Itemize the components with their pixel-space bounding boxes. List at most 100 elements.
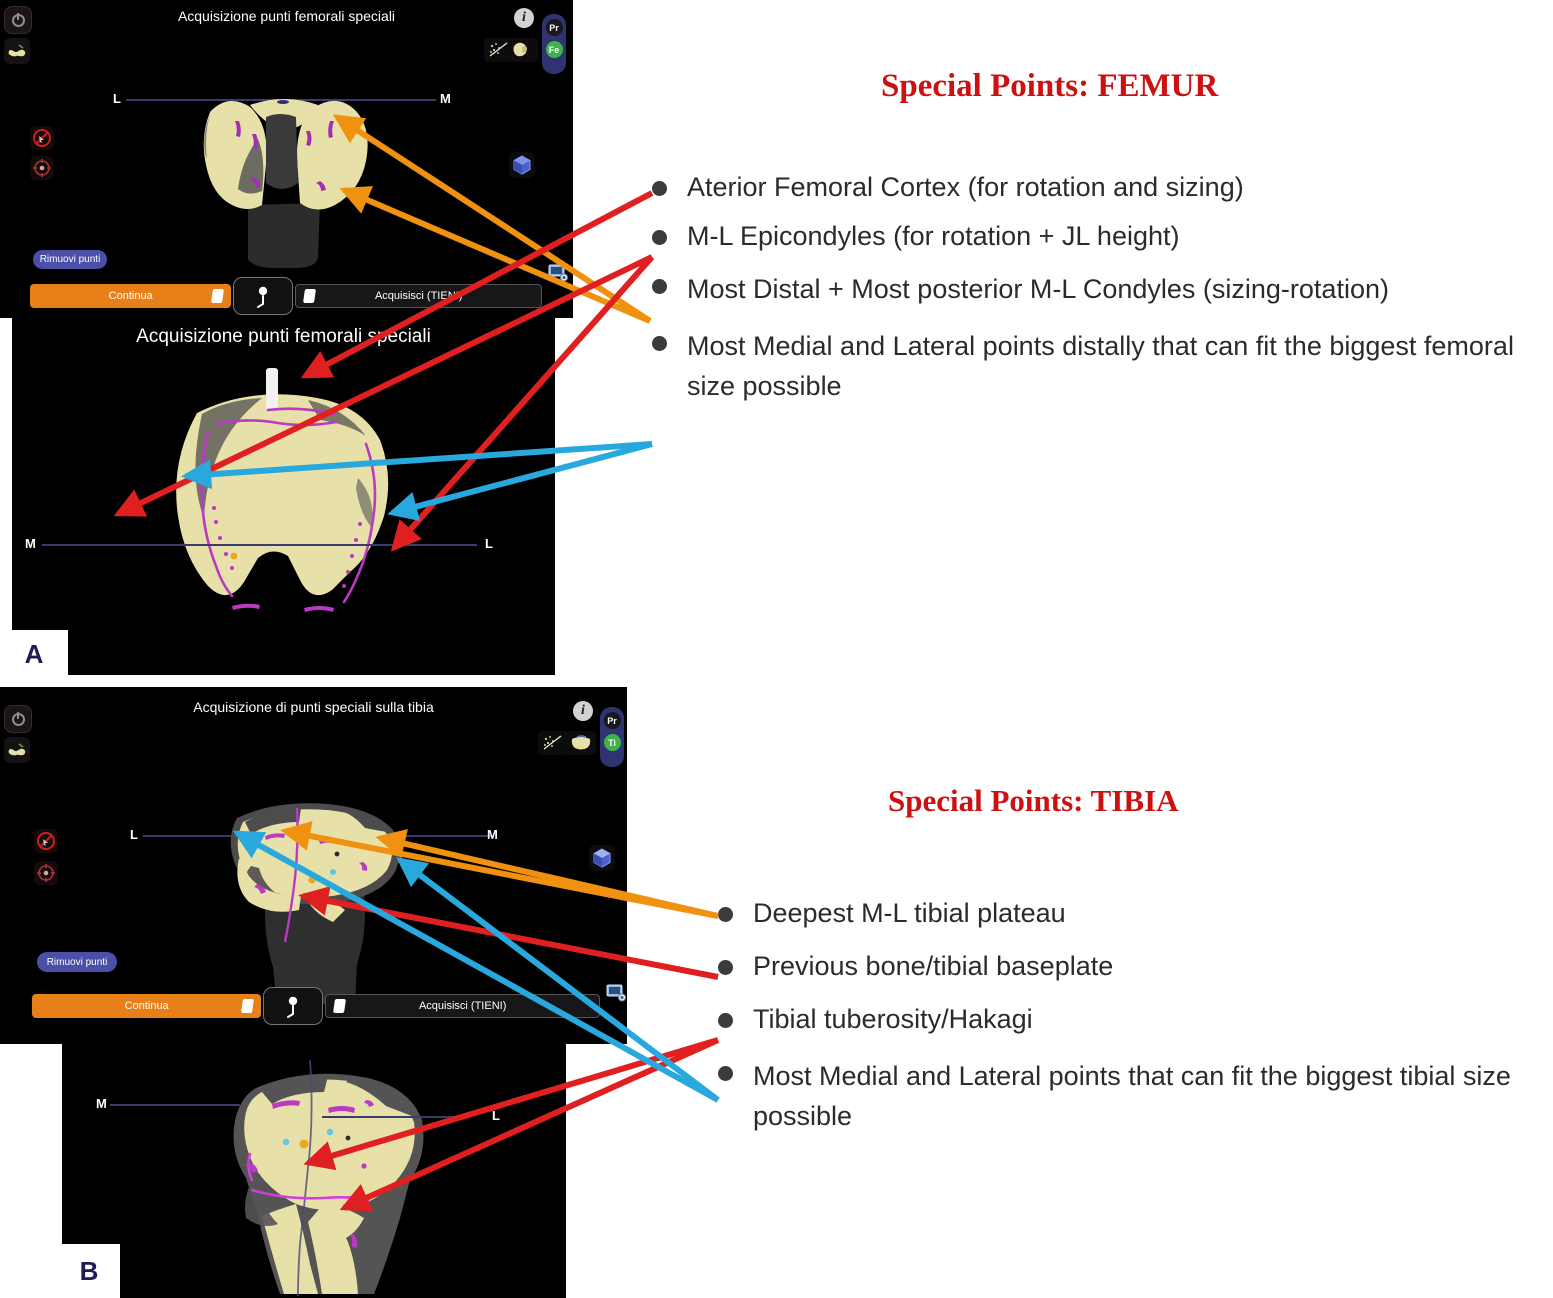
pointer-tool-button[interactable]: [263, 987, 324, 1025]
femur-bottom-axis-right-label: L: [485, 536, 493, 551]
femur-top-badge-column: Pr Fe: [542, 14, 566, 74]
screenshot-icon: [605, 983, 627, 1003]
femur-model-bottom[interactable]: [122, 358, 442, 638]
panel-b-label: B: [58, 1244, 120, 1298]
femur-bullet-1: M-L Epicondyles (for rotation + JL heigh…: [652, 221, 1542, 253]
bone-icon: [4, 737, 30, 763]
acquire-key-icon: [303, 289, 317, 303]
bone-icon: [4, 38, 30, 64]
tibia-thumbnail-icon: [566, 731, 596, 755]
no-pointer-icon: [30, 126, 54, 150]
tibia-section-title: Special Points: TIBIA: [888, 783, 1179, 818]
tibia-bullet-1: Previous bone/tibial baseplate: [718, 951, 1538, 983]
femur-top-remove-points-button[interactable]: Rimuovi punti: [33, 250, 107, 269]
femur-top-info-button[interactable]: i: [514, 8, 534, 28]
tibia-top-screenshot-button[interactable]: [605, 983, 627, 1003]
tibia-top-info-button[interactable]: i: [573, 701, 593, 721]
tibia-bottom-axis-line-right: [322, 1116, 462, 1118]
continue-key-icon: [241, 999, 255, 1013]
tibia-bullet-3: Most Medial and Lateral points that can …: [718, 1057, 1538, 1137]
pointer-tool-button[interactable]: [233, 277, 294, 315]
tibia-bullet-text-2: Tibial tuberosity/Hakagi: [753, 1003, 1033, 1034]
tibia-top-cube-icon-holder[interactable]: [589, 845, 615, 871]
registration-crosshair-icon: [34, 861, 58, 885]
tibia-top-remove-points-button[interactable]: Rimuovi punti: [37, 952, 117, 972]
continue-key-icon: [211, 289, 225, 303]
tibia-model-top[interactable]: [215, 792, 425, 1007]
continue-button[interactable]: Continua: [32, 994, 262, 1018]
bullet-dot: [718, 959, 733, 975]
femur-top-screenshot-button[interactable]: [547, 263, 569, 283]
femur-bullet-2: Most Distal + Most posterior M-L Condyle…: [652, 270, 1542, 310]
bullet-dot: [652, 278, 667, 294]
tibia-top-badge-column: Pr Ti: [600, 707, 624, 767]
femur-top-axis-right-label: M: [440, 91, 451, 106]
femur-navigation-screen-top: Acquisizione punti femorali speciali i P…: [0, 0, 573, 318]
tibia-top-bone-thumbnail[interactable]: [566, 731, 596, 755]
femur-top-bone-thumbnail[interactable]: [508, 38, 538, 62]
panel-a-label: A: [0, 630, 68, 678]
tibia-model-bottom[interactable]: [188, 1058, 448, 1298]
stylus-pointer-icon: [287, 996, 298, 1018]
femur-bullet-text-3: Most Medial and Lateral points distally …: [687, 330, 1514, 401]
bullet-dot: [718, 1012, 733, 1028]
tibia-bullet-text-1: Previous bone/tibial baseplate: [753, 950, 1114, 981]
femur-top-axis-left-label: L: [113, 91, 121, 106]
stylus-pointer-icon: [257, 286, 268, 308]
badge-pr: Pr: [603, 712, 621, 729]
tibia-bullet-0: Deepest M-L tibial plateau: [718, 898, 1538, 930]
femur-top-bone-button[interactable]: [4, 38, 30, 64]
bullet-dot: [718, 1065, 733, 1081]
3d-cube-icon: [589, 845, 615, 871]
screenshot-icon: [547, 263, 569, 283]
tibia-top-no-pointer-button[interactable]: [34, 829, 58, 853]
bullet-dot: [652, 229, 667, 245]
bullet-dot: [718, 907, 733, 922]
tibia-bottom-axis-line-left: [110, 1104, 240, 1106]
tibia-top-title: Acquisizione di punti speciali sulla tib…: [193, 699, 434, 715]
femur-section-title: Special Points: FEMUR: [881, 68, 1219, 104]
femur-bullet-text-2: Most Distal + Most posterior M-L Condyle…: [687, 273, 1389, 304]
femur-top-power-button[interactable]: [4, 6, 32, 34]
info-icon: i: [573, 701, 593, 721]
femur-top-cube-button[interactable]: [509, 152, 535, 178]
femur-bullet-text-0: Aterior Femoral Cortex (for rotation and…: [687, 172, 1244, 202]
tibia-top-registration-button[interactable]: [34, 861, 58, 885]
acquire-button[interactable]: Acquisisci (TIENI): [295, 284, 543, 308]
3d-cube-icon: [509, 152, 535, 178]
continue-button[interactable]: Continua: [30, 284, 232, 308]
femur-navigation-screen-bottom: Acquisizione punti femorali speciali M L: [12, 318, 555, 675]
power-icon: [4, 6, 32, 34]
tibia-top-bone-button[interactable]: [4, 737, 30, 763]
acquire-key-icon: [333, 999, 347, 1013]
acquire-label: Acquisisci (TIENI): [374, 290, 463, 302]
power-icon: [4, 705, 32, 733]
tibia-bullet-2: Tibial tuberosity/Hakagi: [718, 1004, 1538, 1036]
tibia-navigation-screen-bottom: M L: [62, 1044, 566, 1298]
points-cloud-thumbnail-icon: [538, 731, 568, 755]
femur-bottom-title: Acquisizione punti femorali speciali: [136, 326, 431, 347]
tibia-top-points-thumbnail[interactable]: [538, 731, 568, 755]
badge-pr: Pr: [545, 19, 563, 36]
femur-top-registration-button[interactable]: [30, 156, 54, 180]
tibia-top-power-button[interactable]: [4, 705, 32, 733]
bullet-dot: [652, 335, 667, 351]
femur-bullet-text-1: M-L Epicondyles (for rotation + JL heigh…: [687, 220, 1180, 251]
femur-bullet-3: Most Medial and Lateral points distally …: [652, 327, 1542, 407]
continue-label: Continua: [124, 1000, 169, 1012]
info-icon: i: [514, 8, 534, 28]
continue-label: Continua: [108, 290, 153, 302]
tibia-top-axis-left-label: L: [130, 827, 138, 842]
bullet-dot: [652, 181, 667, 196]
acquire-button[interactable]: Acquisisci (TIENI): [325, 994, 601, 1018]
femur-top-title: Acquisizione punti femorali speciali: [177, 8, 396, 24]
badge-ti: Ti: [603, 734, 621, 751]
registration-crosshair-icon: [30, 156, 54, 180]
acquire-label: Acquisisci (TIENI): [418, 1000, 507, 1012]
tibia-navigation-screen-top: Acquisizione di punti speciali sulla tib…: [0, 687, 627, 1044]
femur-thumbnail-icon: [508, 38, 538, 62]
tibia-bullet-text-3: Most Medial and Lateral points that can …: [753, 1060, 1511, 1131]
femur-top-no-pointer-button[interactable]: [30, 126, 54, 150]
femur-model-top[interactable]: [170, 55, 400, 270]
tibia-top-bottom-toolbar: Continua Acquisisci (TIENI): [32, 987, 601, 1025]
